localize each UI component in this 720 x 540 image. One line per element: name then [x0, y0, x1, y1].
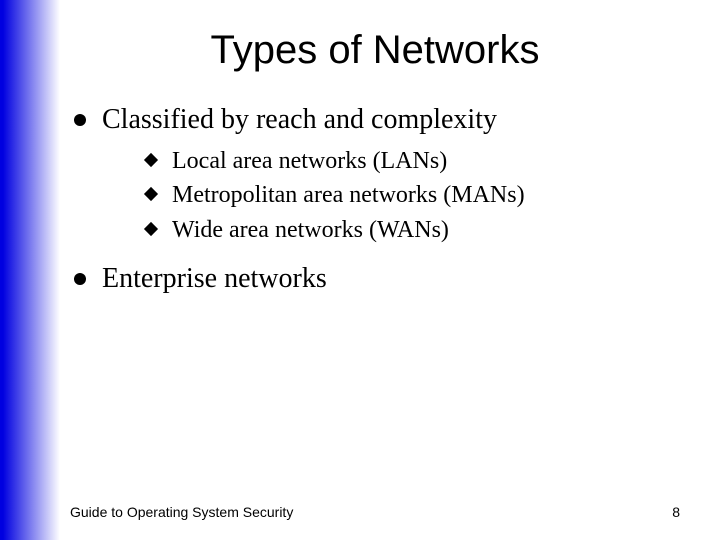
slide-title: Types of Networks [70, 28, 680, 73]
list-item-text: Metropolitan area networks (MANs) [172, 182, 525, 208]
bullet-list-level2: Local area networks (LANs) Metropolitan … [146, 145, 680, 246]
list-item: Classified by reach and complexity Local… [74, 101, 680, 246]
list-item: Local area networks (LANs) [146, 145, 680, 177]
page-number: 8 [672, 504, 680, 520]
list-item-text: Enterprise networks [102, 263, 327, 294]
list-item: Enterprise networks [74, 260, 680, 298]
list-item-text: Classified by reach and complexity [102, 104, 497, 135]
bullet-list-level1: Classified by reach and complexity Local… [74, 101, 680, 298]
list-item: Metropolitan area networks (MANs) [146, 179, 680, 211]
list-item-text: Wide area networks (WANs) [172, 217, 449, 243]
footer-text: Guide to Operating System Security [70, 504, 293, 520]
slide: Types of Networks Classified by reach an… [0, 0, 720, 540]
list-item-text: Local area networks (LANs) [172, 148, 447, 174]
list-item: Wide area networks (WANs) [146, 214, 680, 246]
